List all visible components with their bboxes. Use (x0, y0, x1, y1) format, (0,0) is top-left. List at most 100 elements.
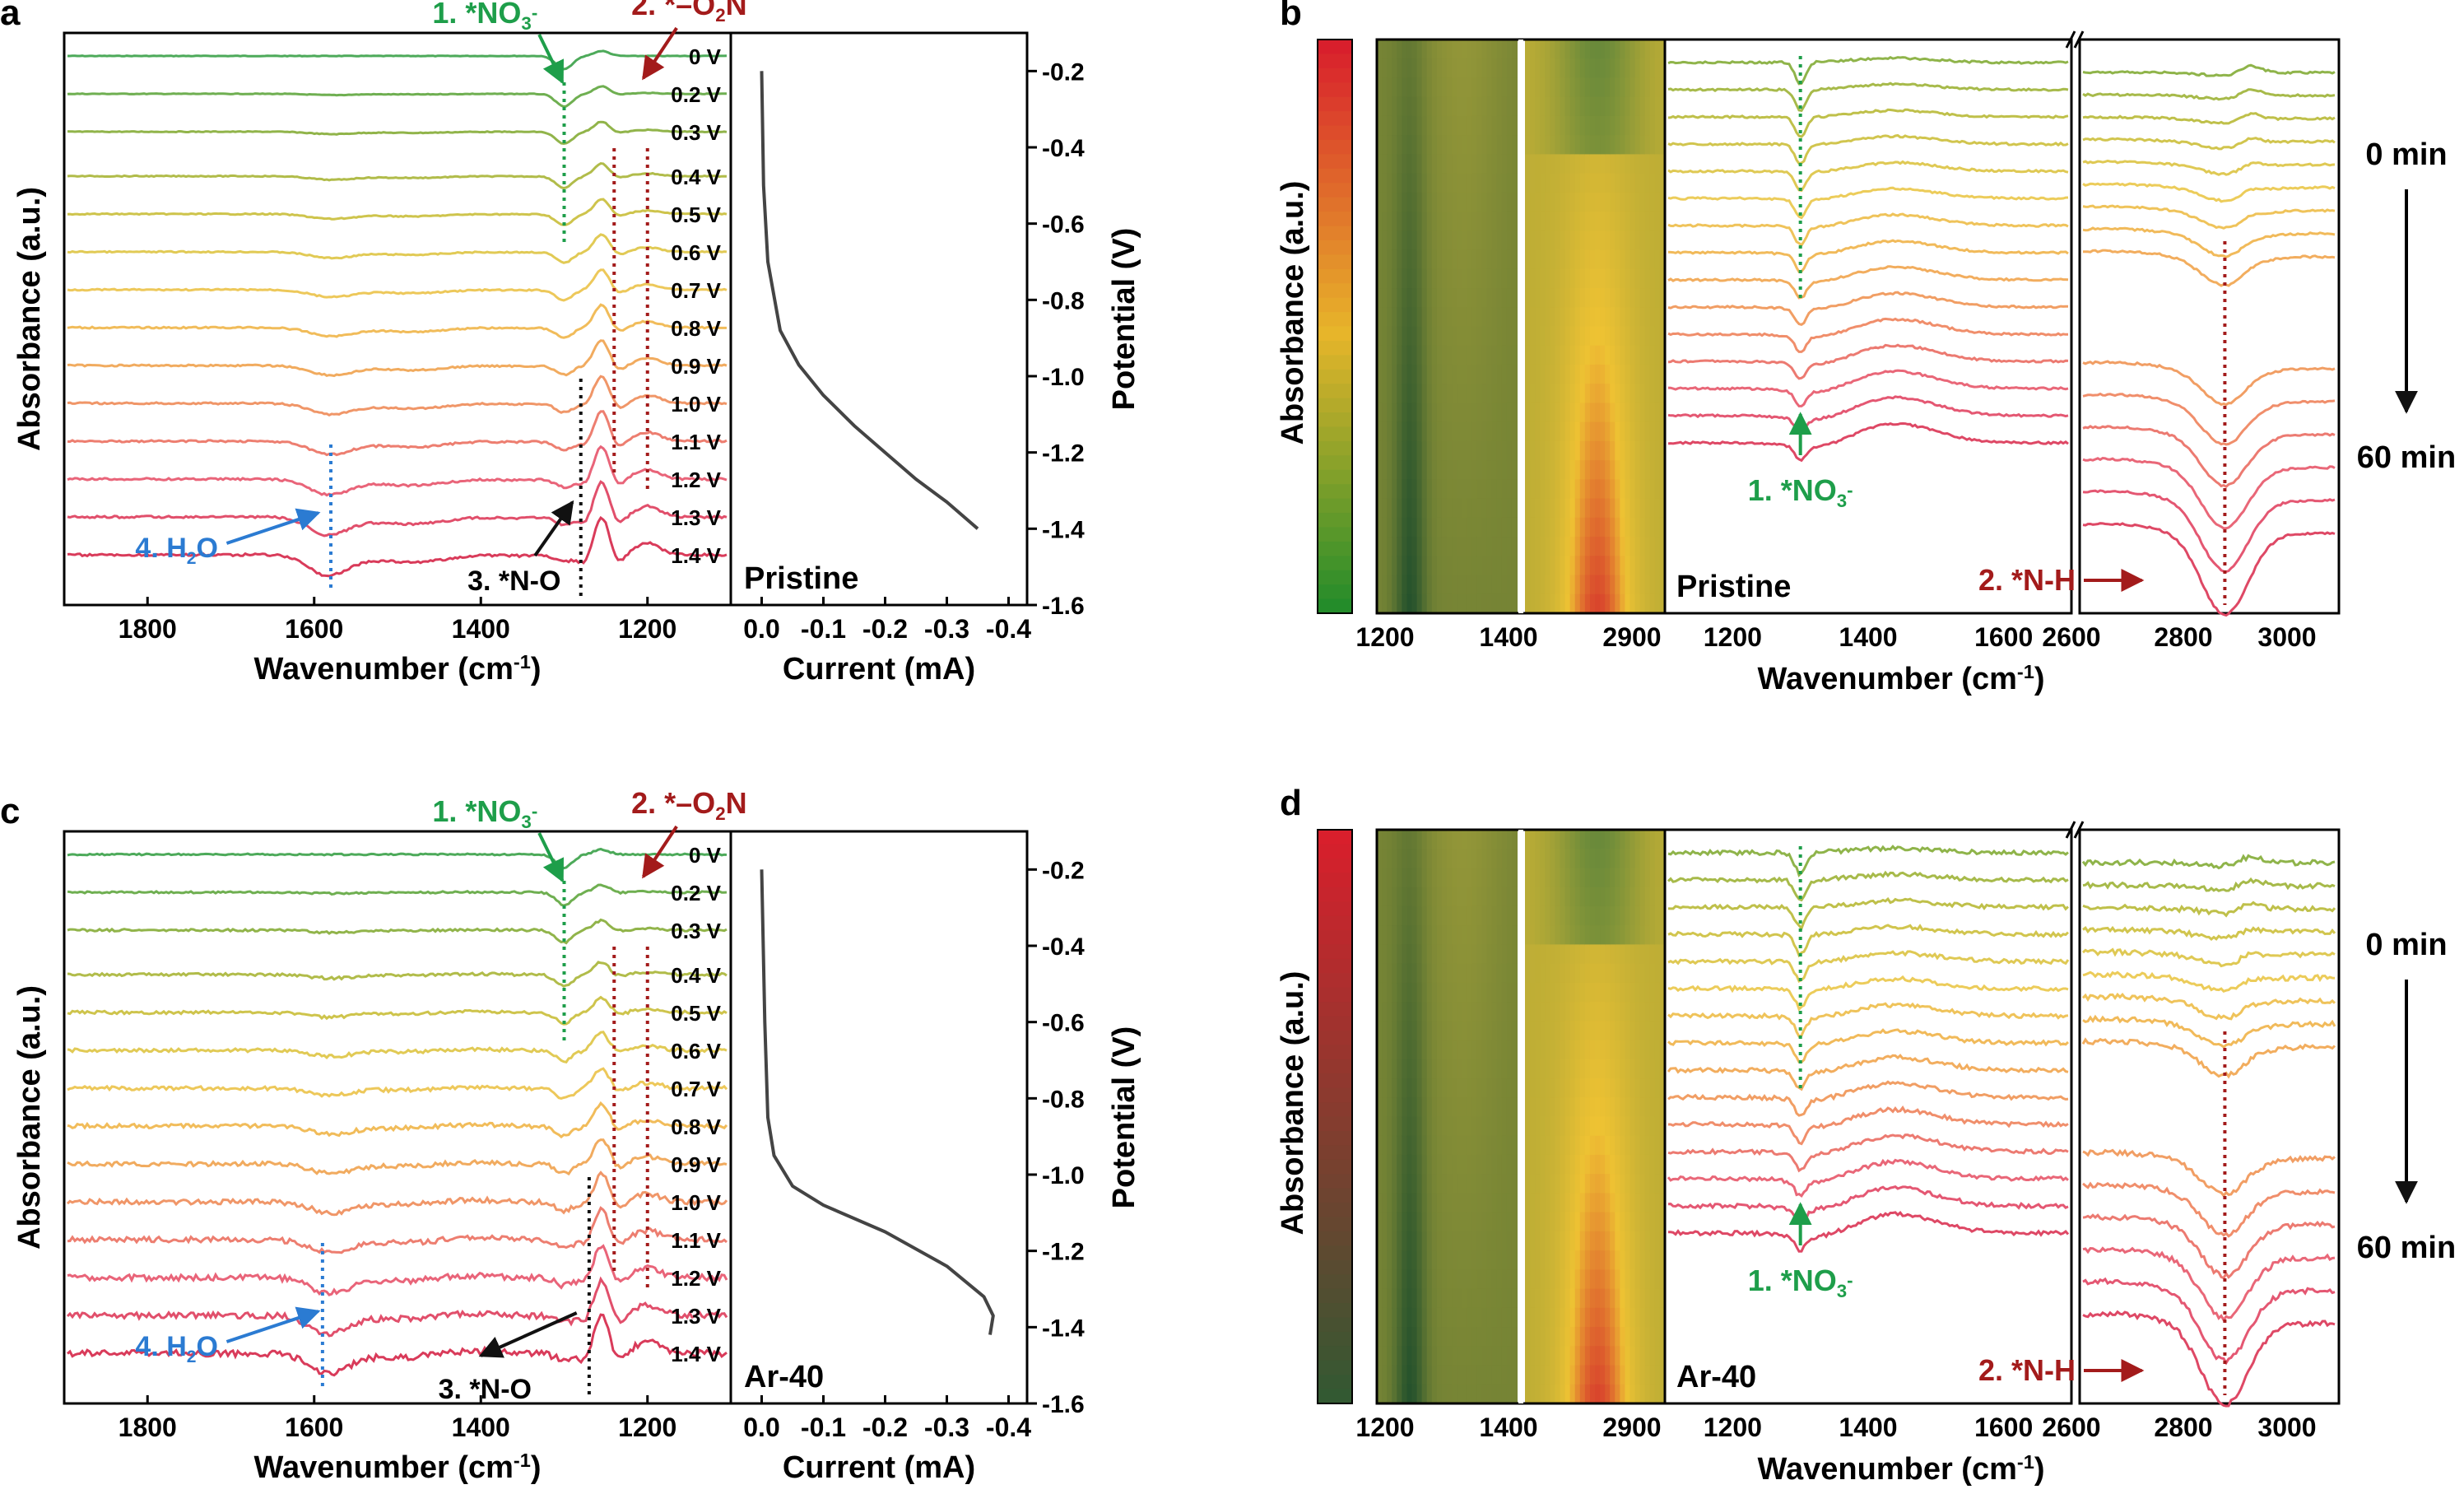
heatmap-cell (1406, 230, 1413, 251)
heatmap-cell (1387, 1327, 1393, 1347)
heatmap-cell (1625, 1021, 1631, 1041)
heatmap-cell (1481, 440, 1488, 462)
heatmap-cell (1595, 1174, 1602, 1194)
heatmap-cell (1579, 498, 1586, 519)
heatmap-cell (1511, 537, 1518, 557)
time-trace (1668, 1105, 2069, 1146)
heatmap-cell (1540, 1002, 1546, 1022)
heatmap-cell (1421, 593, 1428, 614)
heatmap-cell (1525, 1307, 1532, 1329)
heatmap-cell (1654, 135, 1661, 156)
heatmap-cell (1639, 1154, 1646, 1175)
heatmap-cell (1431, 575, 1438, 595)
heatmap-cell (1615, 1288, 1621, 1309)
heatmap-cell (1625, 1193, 1631, 1213)
heatmap-cell (1467, 1193, 1473, 1213)
heatmap-cell (1584, 1212, 1591, 1232)
heatmap (1375, 828, 1667, 1405)
heatmap-cell (1511, 230, 1518, 251)
main-x-tick-label: 2600 (2042, 1413, 2100, 1442)
heatmap-cell (1447, 1135, 1453, 1156)
heatmap-cell (1476, 268, 1483, 290)
heatmap-cell (1382, 440, 1388, 462)
heatmap-cell (1564, 288, 1571, 309)
heatmap-cell (1595, 982, 1602, 1003)
heatmap-cell (1569, 1365, 1576, 1385)
heatmap-cell (1555, 593, 1561, 614)
heatmap-cell (1511, 77, 1518, 98)
heatmap-cell (1620, 1346, 1626, 1366)
heatmap-cell (1634, 212, 1641, 232)
heatmap-cell (1579, 1365, 1586, 1385)
heatmap-cell (1639, 1288, 1646, 1309)
heatmap-cell (1416, 1154, 1423, 1175)
heatmap-cell (1421, 1097, 1428, 1118)
heatmap-cell (1506, 1193, 1513, 1213)
heatmap-cell (1574, 460, 1581, 481)
heatmap-cell (1525, 498, 1532, 519)
heatmap-cell (1506, 1288, 1513, 1309)
heatmap-cell (1644, 1059, 1651, 1080)
heatmap-cell (1654, 868, 1661, 888)
heatmap-cell (1436, 96, 1443, 117)
heatmap-cell (1595, 1059, 1602, 1080)
heatmap-cell (1659, 326, 1666, 347)
heatmap-cell (1574, 421, 1581, 442)
heatmap-cell (1644, 830, 1651, 850)
heatmap-cell (1506, 575, 1513, 595)
heatmap-cell (1610, 307, 1616, 328)
heatmap-cell (1605, 925, 1611, 946)
heatmap-cell (1457, 173, 1463, 193)
heatmap-cell (1476, 1193, 1483, 1213)
heatmap-cell (1589, 249, 1596, 270)
heatmap-cell (1644, 1021, 1651, 1041)
heatmap-cell (1555, 1116, 1561, 1137)
heatmap-cell (1550, 925, 1556, 946)
heatmap-cell (1406, 77, 1413, 98)
heatmap-cell (1605, 905, 1611, 927)
heatmap-cell (1411, 115, 1418, 137)
heatmap-cell (1600, 1078, 1606, 1099)
heatmap-cell (1545, 440, 1551, 462)
heatmap-cell (1605, 135, 1611, 156)
heatmap-cell (1486, 364, 1493, 385)
heatmap-cell (1421, 1059, 1428, 1080)
heatmap-cell (1462, 830, 1468, 850)
heatmap-cell (1501, 905, 1508, 927)
heatmap-cell (1574, 1116, 1581, 1137)
heatmap-cell (1501, 1040, 1508, 1060)
heatmap-cell (1402, 326, 1408, 347)
trace-label: 0.2 V (671, 82, 721, 107)
y-axis-label: Absorbance (a.u.) (1276, 971, 1310, 1236)
heatmap-cell (1491, 307, 1498, 328)
heatmap-cell (1462, 575, 1468, 595)
heatmap-cell (1654, 1040, 1661, 1060)
heatmap-cell (1416, 135, 1423, 156)
heatmap-cell (1491, 479, 1498, 500)
heatmap-cell (1421, 868, 1428, 888)
lsv-y-tick-label: -1.0 (1042, 364, 1085, 391)
heatmap-cell (1600, 364, 1606, 385)
heatmap-cell (1600, 135, 1606, 156)
heatmap-cell (1530, 556, 1537, 576)
heatmap-cell (1584, 115, 1591, 137)
heatmap-cell (1457, 556, 1463, 576)
heatmap-cell (1654, 1365, 1661, 1385)
heatmap-cell (1564, 192, 1571, 213)
heatmap-cell (1382, 1040, 1388, 1060)
heatmap-cell (1654, 288, 1661, 309)
heatmap-cell (1625, 982, 1631, 1003)
heatmap-cell (1634, 77, 1641, 98)
heatmap-cell (1525, 384, 1532, 404)
heatmap-cell (1600, 905, 1606, 927)
lsv-axes (729, 830, 1029, 1405)
heatmap-cell (1649, 135, 1656, 156)
heatmap-cell (1462, 1078, 1468, 1099)
heatmap-cell (1574, 403, 1581, 423)
heatmap-cell (1387, 1059, 1393, 1080)
heatmap-cell (1615, 498, 1621, 519)
heatmap-cell (1441, 1250, 1448, 1271)
heatmap-cell (1377, 1059, 1383, 1080)
heatmap-cell (1649, 1212, 1656, 1232)
heatmap-cell (1506, 1002, 1513, 1022)
